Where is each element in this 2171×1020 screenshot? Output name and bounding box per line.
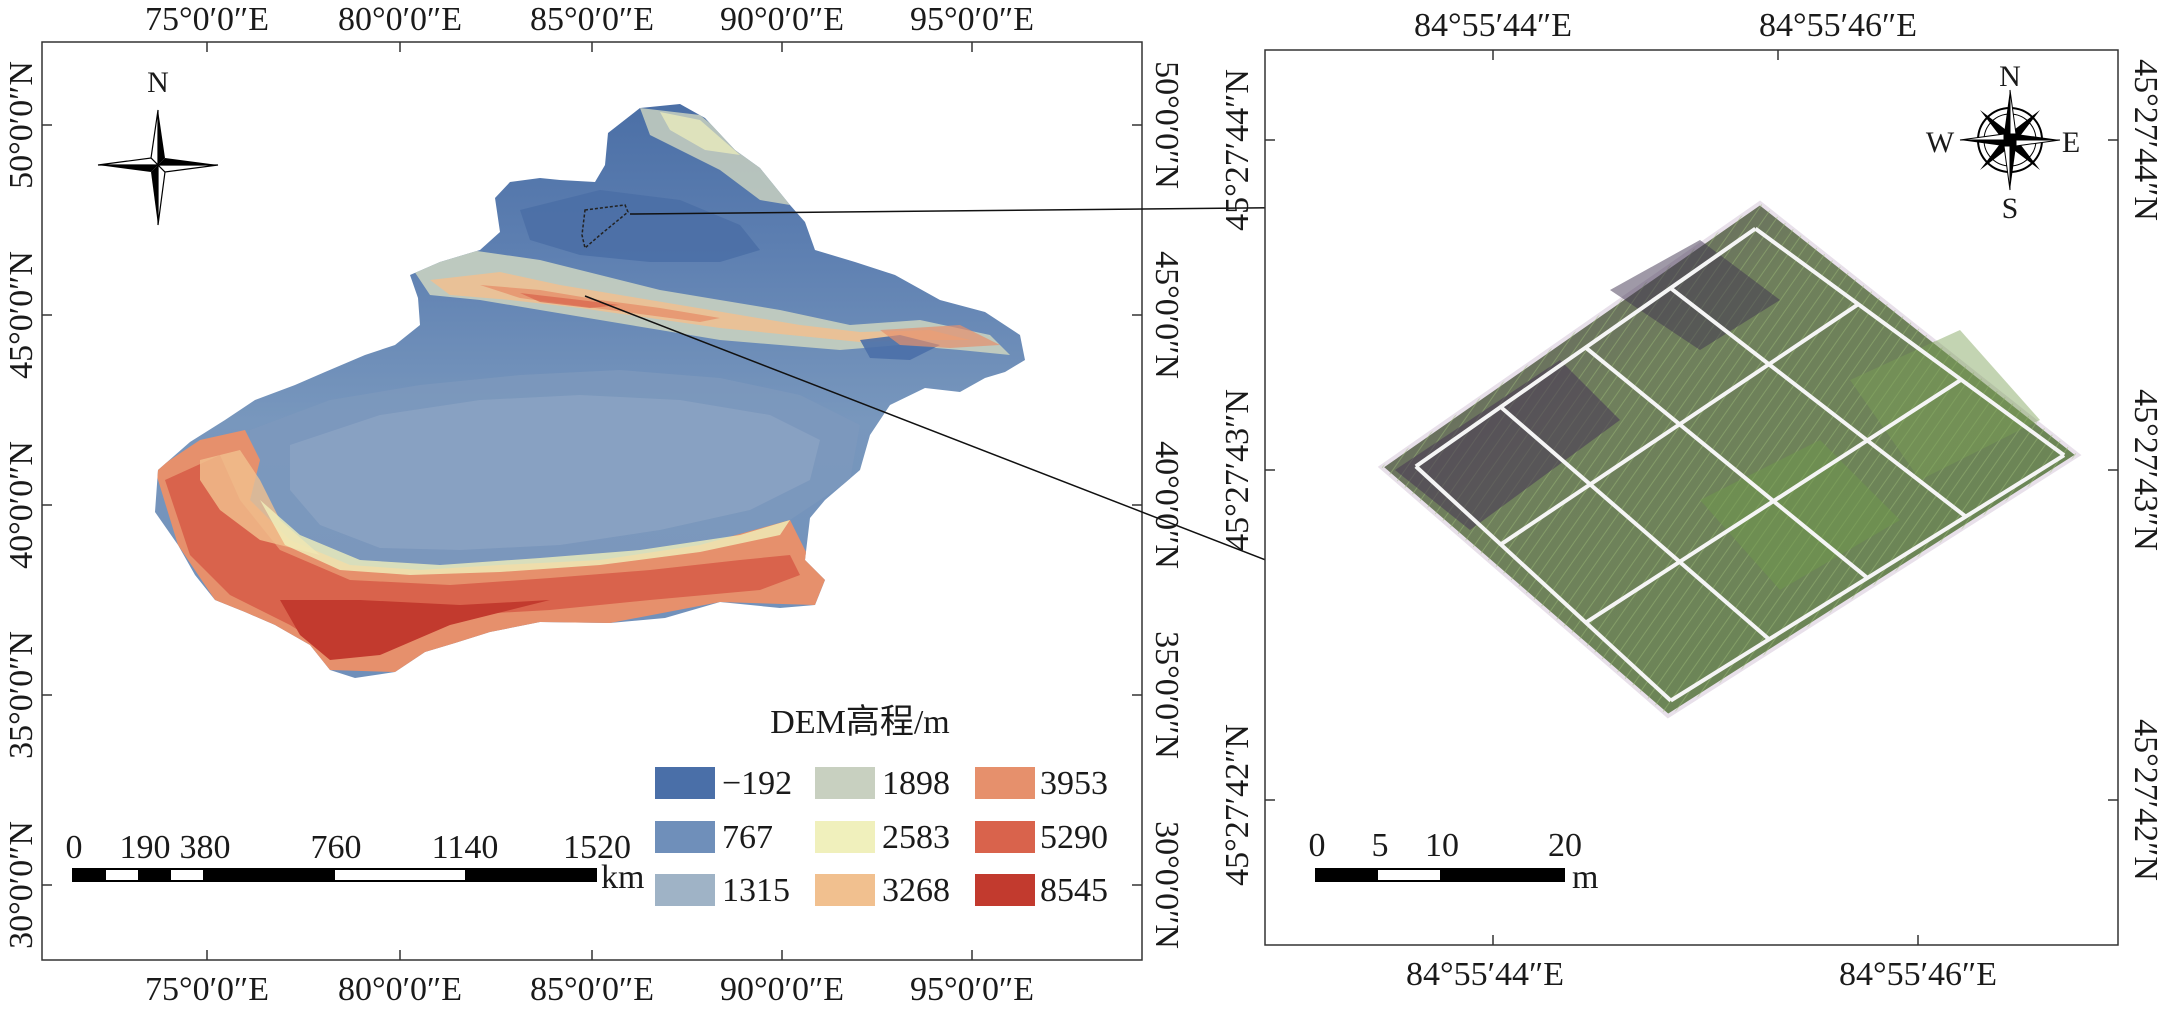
scale-tick-label: 1520	[563, 829, 631, 866]
right-map-left-lat-label: 45°27′42″N	[1219, 724, 1256, 886]
scale-tick-label: 0	[66, 829, 83, 866]
scale-unit-label: km	[601, 859, 644, 896]
legend-swatch	[655, 821, 715, 853]
left-top-lon-label: 80°0′0″E	[338, 1, 462, 38]
plot-grid-line	[1499, 302, 1860, 547]
legend-swatch	[655, 874, 715, 906]
right-map-left-lat-label: 45°27′43″N	[1219, 389, 1256, 551]
scale-tick-label: 0	[1309, 827, 1326, 864]
left-map-right-lat-label: 40°0′0″N	[1148, 441, 1185, 569]
right-top-lon-label: 84°55′44″E	[1414, 7, 1572, 44]
field-image	[1377, 200, 2082, 719]
legend: −192 767 1315 1898 2583 3268 3953 5290 8…	[655, 765, 1108, 909]
plot-grid-line	[1669, 286, 1967, 519]
left-top-lon-label: 75°0′0″E	[145, 1, 269, 38]
left-lat-label: 30°0′0″N	[3, 821, 40, 949]
left-bottom-lon-label: 90°0′0″E	[720, 971, 844, 1008]
legend-label: 5290	[1040, 819, 1108, 856]
plot-grid	[1414, 227, 2066, 703]
left-top-lon-label: 85°0′0″E	[530, 1, 654, 38]
right-bottom-lon-label: 84°55′46″E	[1839, 956, 1997, 993]
right-map-right-lat-label: 45°27′42″N	[2127, 719, 2164, 881]
left-lat-label: 50°0′0″N	[3, 61, 40, 189]
right-map-right-lat-label: 45°27′44″N	[2127, 59, 2164, 221]
scale-tick-label: 380	[180, 829, 231, 866]
scale-tick-label: 760	[311, 829, 362, 866]
legend-swatch	[815, 874, 875, 906]
legend-label: 1898	[882, 765, 950, 802]
compass-w-label: W	[1926, 126, 1955, 159]
legend-label: 767	[722, 819, 773, 856]
plot-grid-line	[1669, 453, 2066, 703]
legend-label: 2583	[882, 819, 950, 856]
compass-n-label: N	[1999, 60, 2021, 93]
plot-grid-line	[1499, 405, 1771, 641]
xinjiang-dem-raster	[155, 104, 1025, 678]
left-bottom-lon-label: 80°0′0″E	[338, 971, 462, 1008]
plot-grid-line	[1754, 227, 2066, 457]
legend-label: 8545	[1040, 872, 1108, 909]
scale-tick-label: 190	[120, 829, 171, 866]
plot-grid-line	[1584, 378, 1963, 625]
scale-tick-label: 20	[1548, 827, 1582, 864]
study-area-outline	[581, 204, 629, 250]
legend-swatch	[975, 874, 1035, 906]
left-map-right-lat-label: 30°0′0″N	[1148, 821, 1185, 949]
legend-swatch	[655, 767, 715, 799]
plot-grid-line	[1414, 464, 1673, 703]
compass-rose	[1959, 89, 2061, 191]
scale-tick-label: 1140	[432, 829, 499, 866]
compass-s-label: S	[2002, 192, 2019, 225]
legend-swatch	[975, 767, 1035, 799]
left-map-right-lat-label: 50°0′0″N	[1148, 61, 1185, 189]
legend-label: 1315	[722, 872, 790, 909]
scale-unit-label: m	[1572, 859, 1598, 896]
left-bottom-lon-label: 75°0′0″E	[145, 971, 269, 1008]
north-arrow	[97, 109, 219, 226]
right-scale-bar	[1315, 868, 1565, 882]
left-lat-label: 35°0′0″N	[3, 631, 40, 759]
left-map-right-lat-label: 35°0′0″N	[1148, 631, 1185, 759]
scale-tick-label: 10	[1425, 827, 1459, 864]
plot-grid-line	[1414, 227, 1757, 469]
compass-e-label: E	[2062, 126, 2080, 159]
right-map-left-lat-label: 45°27′44″N	[1219, 69, 1256, 231]
left-lat-label: 40°0′0″N	[3, 441, 40, 569]
left-bottom-lon-label: 95°0′0″E	[910, 971, 1034, 1008]
legend-title: DEM高程/m	[770, 703, 949, 741]
legend-label: 3268	[882, 872, 950, 909]
left-bottom-lon-label: 85°0′0″E	[530, 971, 654, 1008]
legend-label: 3953	[1040, 765, 1108, 802]
legend-swatch	[815, 821, 875, 853]
left-lat-label: 45°0′0″N	[3, 251, 40, 379]
left-map-right-lat-label: 45°0′0″N	[1148, 251, 1185, 379]
legend-swatch	[815, 767, 875, 799]
legend-swatch	[975, 821, 1035, 853]
plot-grid-line	[1584, 345, 1869, 580]
right-ticks	[1265, 50, 2118, 945]
scale-tick-label: 5	[1372, 827, 1389, 864]
right-bottom-lon-label: 84°55′44″E	[1406, 956, 1564, 993]
right-top-lon-label: 84°55′46″E	[1759, 7, 1917, 44]
left-scale-bar	[72, 868, 597, 882]
left-top-lon-label: 90°0′0″E	[720, 1, 844, 38]
left-top-ticks	[42, 42, 1142, 960]
left-top-lon-label: 95°0′0″E	[910, 1, 1034, 38]
right-map-right-lat-label: 45°27′43″N	[2127, 389, 2164, 551]
legend-label: −192	[722, 765, 792, 802]
north-arrow-label: N	[147, 66, 169, 99]
